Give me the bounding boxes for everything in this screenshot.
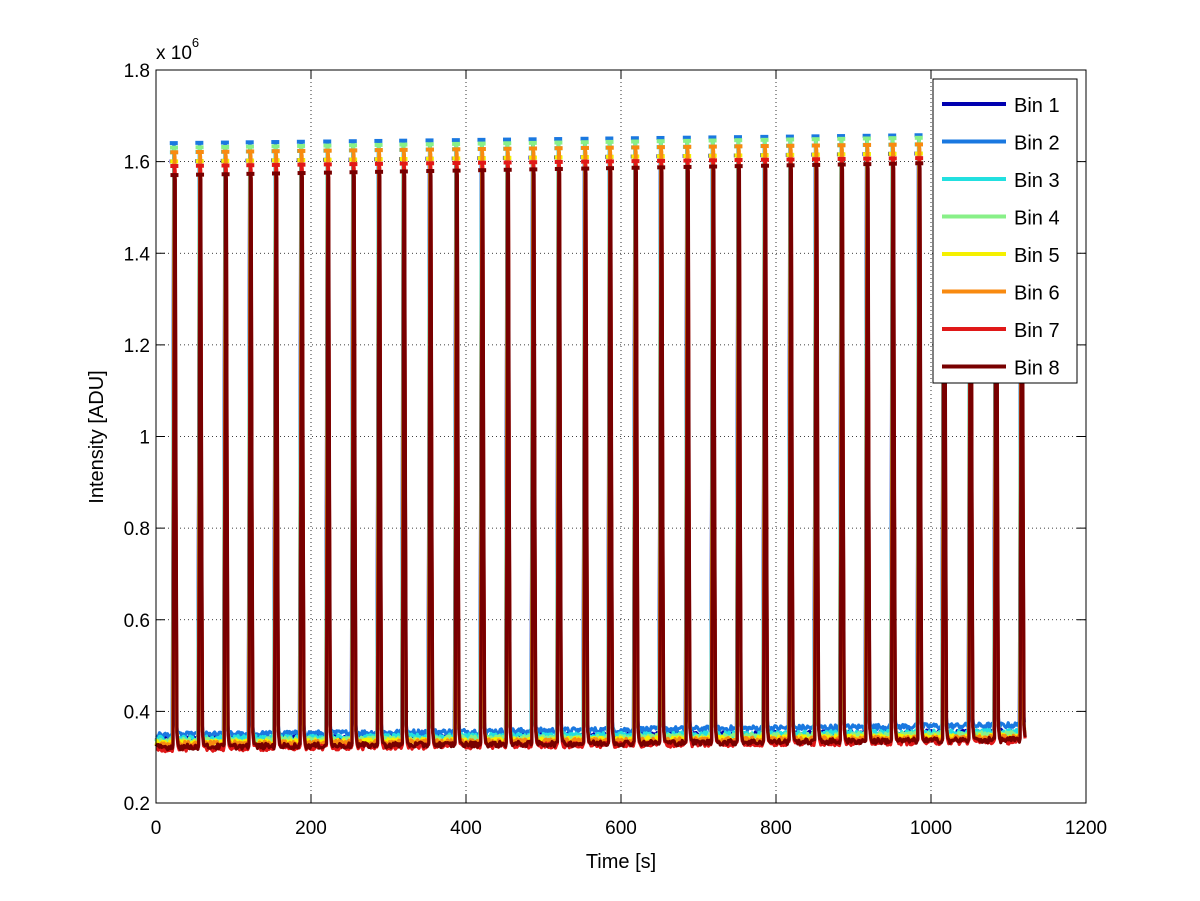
legend-label: Bin 6 (1014, 283, 1060, 305)
y-multiplier-label: x 106 (156, 35, 199, 64)
legend-label: Bin 7 (1014, 320, 1060, 342)
legend-label: Bin 2 (1014, 133, 1060, 155)
y-tick-label: 0.8 (124, 519, 150, 540)
legend-label: Bin 3 (1014, 170, 1060, 192)
legend-label: Bin 5 (1014, 245, 1060, 267)
y-tick-label: 1.4 (124, 244, 151, 265)
legend-label: Bin 4 (1014, 208, 1060, 230)
x-tick-label: 600 (605, 818, 637, 839)
y-tick-label: 1.6 (124, 153, 150, 174)
y-axis-title: Intensity [ADU] (86, 370, 108, 503)
x-tick-label: 200 (295, 818, 327, 839)
axis-ticks (155, 69, 1087, 804)
series-line-bin-8 (154, 160, 1027, 752)
y-multiplier-exponent: 6 (192, 35, 199, 50)
x-tick-labels: 0 200 400 600 800 1000 1200 (151, 818, 1107, 839)
y-tick-labels: 0.2 0.4 0.6 0.8 1 1.2 1.4 1.6 1.8 (124, 61, 151, 815)
legend-label: Bin 1 (1014, 95, 1060, 117)
y-multiplier-base: x 10 (156, 43, 192, 64)
legend-label: Bin 8 (1014, 358, 1060, 380)
y-tick-label: 1.8 (124, 61, 150, 82)
legend: Bin 1 Bin 2 Bin 3 Bin 4 Bin 5 Bin 6 Bin 7 Bin 8 (932, 78, 1078, 384)
x-tick-label: 1200 (1065, 818, 1107, 839)
x-tick-label: 0 (151, 818, 162, 839)
y-tick-label: 0.2 (124, 794, 150, 815)
y-tick-label: 0.4 (124, 702, 151, 723)
x-tick-label: 800 (760, 818, 792, 839)
legend-box (932, 78, 1078, 384)
y-tick-label: 1 (139, 428, 150, 449)
y-tick-label: 0.6 (124, 611, 150, 632)
x-tick-label: 1000 (910, 818, 952, 839)
grid-lines (156, 70, 1086, 803)
x-axis-title: Time [s] (586, 851, 656, 873)
x-tick-label: 400 (450, 818, 482, 839)
y-tick-label: 1.2 (124, 336, 150, 357)
